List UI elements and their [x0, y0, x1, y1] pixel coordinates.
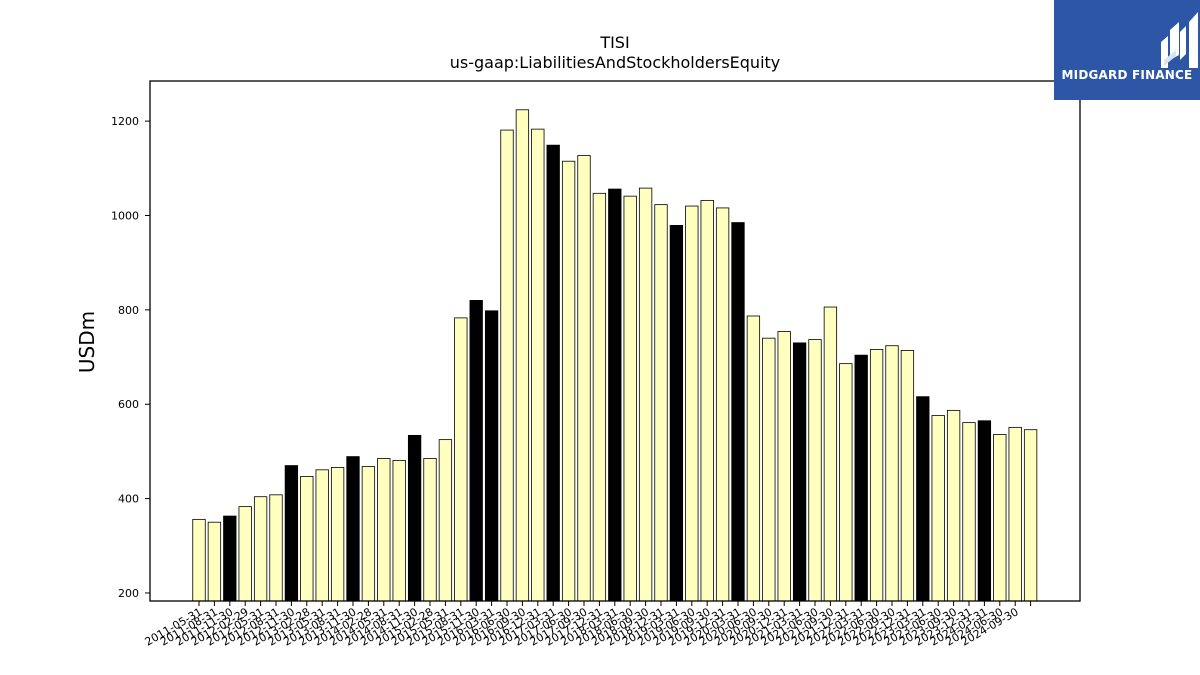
bar [700, 199, 714, 602]
bar [500, 129, 514, 602]
bar [823, 306, 838, 602]
bar [685, 205, 699, 602]
bar [454, 317, 468, 602]
bar [346, 456, 360, 602]
bar [916, 396, 930, 602]
bar [654, 204, 668, 602]
bar [638, 187, 653, 602]
bar [315, 469, 329, 602]
bar [762, 337, 776, 602]
bar [808, 339, 822, 602]
y-axis: 200 400 600 800 1000 1200 [111, 115, 150, 600]
y-tick-label: 1000 [111, 209, 139, 222]
bar [392, 459, 406, 602]
bar [531, 128, 545, 602]
bar [407, 434, 422, 602]
bar [238, 506, 252, 602]
bar [377, 458, 391, 602]
bar [269, 494, 283, 602]
bar [438, 439, 453, 602]
bar [885, 345, 899, 602]
y-tick-label: 800 [118, 304, 139, 317]
bar [900, 350, 915, 602]
bar [1008, 426, 1022, 602]
brand-name: MIDGARD FINANCE [1061, 68, 1193, 82]
bar [300, 476, 314, 602]
logo-mark-icon [1161, 12, 1198, 68]
y-axis-label: USDm [75, 311, 99, 373]
bar [962, 422, 976, 602]
bar [977, 420, 992, 602]
bar [592, 192, 607, 602]
plot-frame [149, 80, 1081, 602]
bar [561, 160, 576, 602]
bar [484, 310, 499, 602]
bar [1023, 429, 1038, 602]
bar [746, 315, 761, 602]
bar [993, 434, 1007, 602]
brand-logo: MIDGARD FINANCE [1054, 0, 1200, 100]
bar [946, 409, 961, 602]
y-tick-label: 1200 [111, 115, 139, 128]
bar [731, 222, 745, 602]
bar [515, 109, 530, 602]
bar [577, 155, 591, 602]
bar [330, 467, 345, 602]
bar [207, 521, 222, 602]
y-tick-label: 400 [118, 493, 139, 506]
chart-subtitle: us-gaap:LiabilitiesAndStockholdersEquity [450, 53, 781, 72]
bar [854, 354, 868, 602]
bar [608, 188, 622, 602]
bar [931, 415, 945, 602]
bar [469, 300, 483, 602]
bar [715, 207, 730, 602]
bar [777, 331, 791, 602]
y-tick-label: 200 [118, 587, 139, 600]
bar [223, 515, 237, 602]
bar [423, 458, 437, 602]
bar [669, 224, 684, 602]
bar [839, 363, 853, 602]
chart-title: TISI [599, 33, 629, 52]
bar [284, 465, 299, 602]
bar [253, 496, 268, 602]
bar [361, 466, 376, 602]
bar [192, 518, 206, 602]
bar [869, 349, 884, 602]
bar [792, 342, 807, 602]
bar [546, 144, 560, 602]
y-tick-label: 600 [118, 398, 139, 411]
bars-group [192, 109, 1038, 602]
x-axis: 2011-05-312011-08-312011-11-302012-02-29… [143, 601, 1032, 649]
bar [623, 195, 637, 602]
